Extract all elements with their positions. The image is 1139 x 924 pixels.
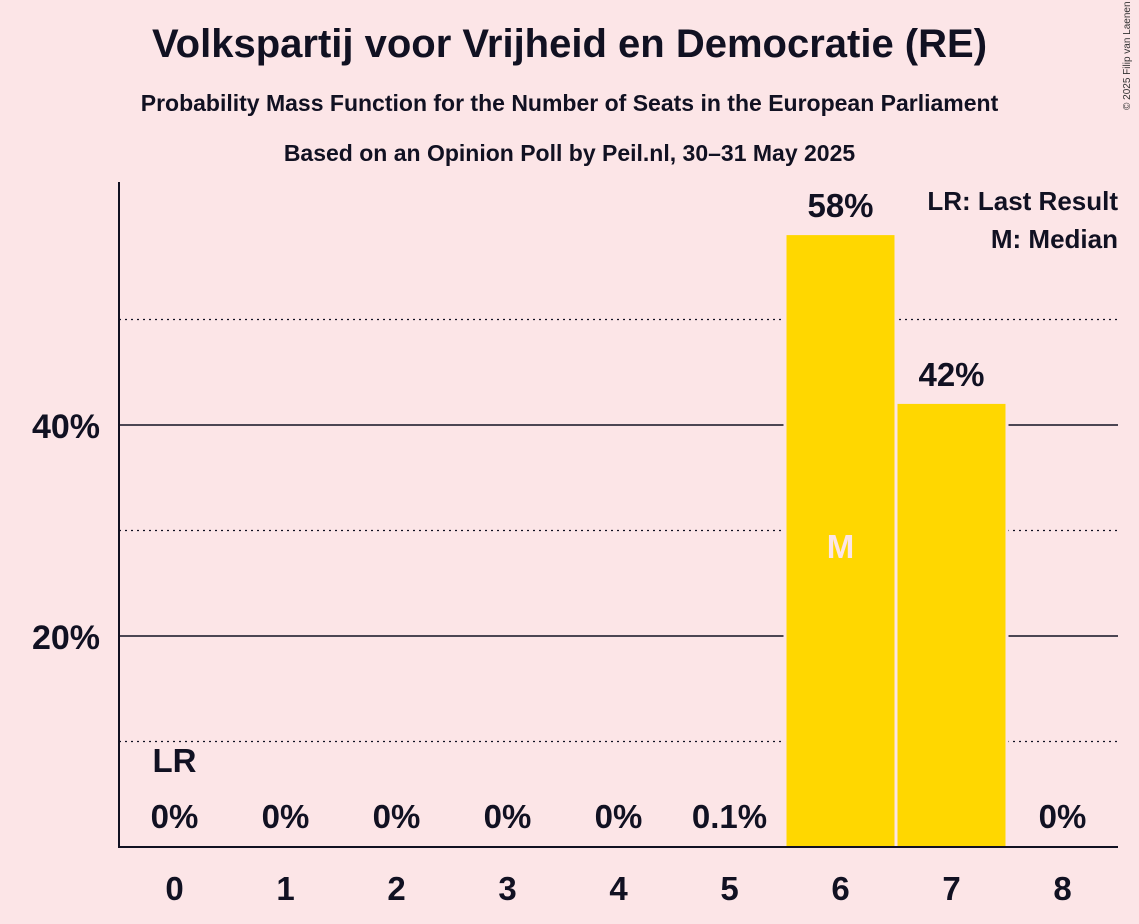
value-label-3: 0% (484, 798, 532, 835)
value-label-7: 42% (918, 356, 984, 393)
chart-title: Volkspartij voor Vrijheid en Democratie … (151, 22, 988, 66)
x-tick-label-8: 8 (1053, 870, 1071, 907)
x-tick-label-0: 0 (165, 870, 183, 907)
x-tick-label-2: 2 (387, 870, 405, 907)
value-label-8: 0% (1039, 798, 1087, 835)
value-label-1: 0% (262, 798, 310, 835)
x-tick-label-3: 3 (498, 870, 516, 907)
y-tick-label-1: 40% (32, 408, 100, 446)
last-result-marker: LR (153, 742, 197, 779)
median-marker: M (827, 528, 855, 565)
x-tick-label-1: 1 (276, 870, 294, 907)
chart-subtitle: Probability Mass Function for the Number… (140, 90, 999, 116)
value-label-5: 0.1% (692, 798, 767, 835)
bar-6 (786, 235, 895, 848)
value-label-0: 0% (151, 798, 199, 835)
value-label-6: 58% (807, 187, 873, 224)
x-tick-label-4: 4 (609, 870, 628, 907)
y-tick-label-0: 20% (32, 619, 100, 657)
bar-7 (897, 403, 1006, 847)
chart-source-note: Based on an Opinion Poll by Peil.nl, 30–… (283, 140, 856, 166)
value-label-4: 0% (595, 798, 643, 835)
legend-entry-0: LR: Last Result (927, 186, 1118, 216)
value-label-2: 0% (373, 798, 421, 835)
x-tick-label-5: 5 (720, 870, 738, 907)
legend-entry-1: M: Median (991, 224, 1118, 254)
x-tick-label-6: 6 (831, 870, 849, 907)
x-tick-label-7: 7 (942, 870, 960, 907)
